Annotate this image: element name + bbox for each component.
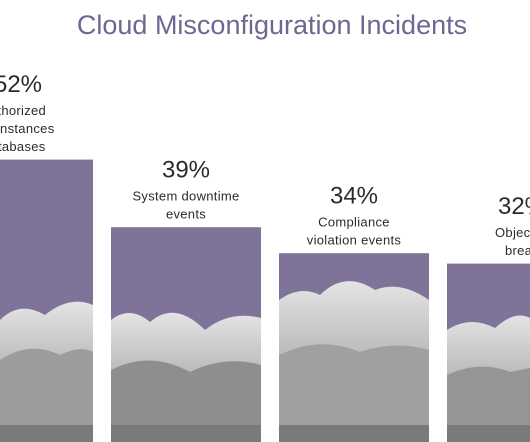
category-label: Object st	[495, 225, 530, 240]
category-label: violation events	[307, 233, 402, 248]
value-label: 32%	[498, 193, 530, 220]
category-label: Compliance	[318, 215, 390, 230]
value-label: 34%	[330, 183, 378, 210]
category-label: breac	[505, 243, 530, 258]
category-label: atabases	[0, 139, 46, 154]
category-label: events	[166, 207, 206, 222]
value-label: 39%	[162, 157, 210, 184]
value-label: 52%	[0, 71, 42, 98]
cloud-decoration	[0, 281, 530, 442]
category-label: to instances	[0, 121, 55, 136]
category-label: uthorized	[0, 103, 46, 118]
chart-title: Cloud Misconfiguration Incidents	[77, 10, 467, 40]
category-label: System downtime	[132, 189, 239, 204]
